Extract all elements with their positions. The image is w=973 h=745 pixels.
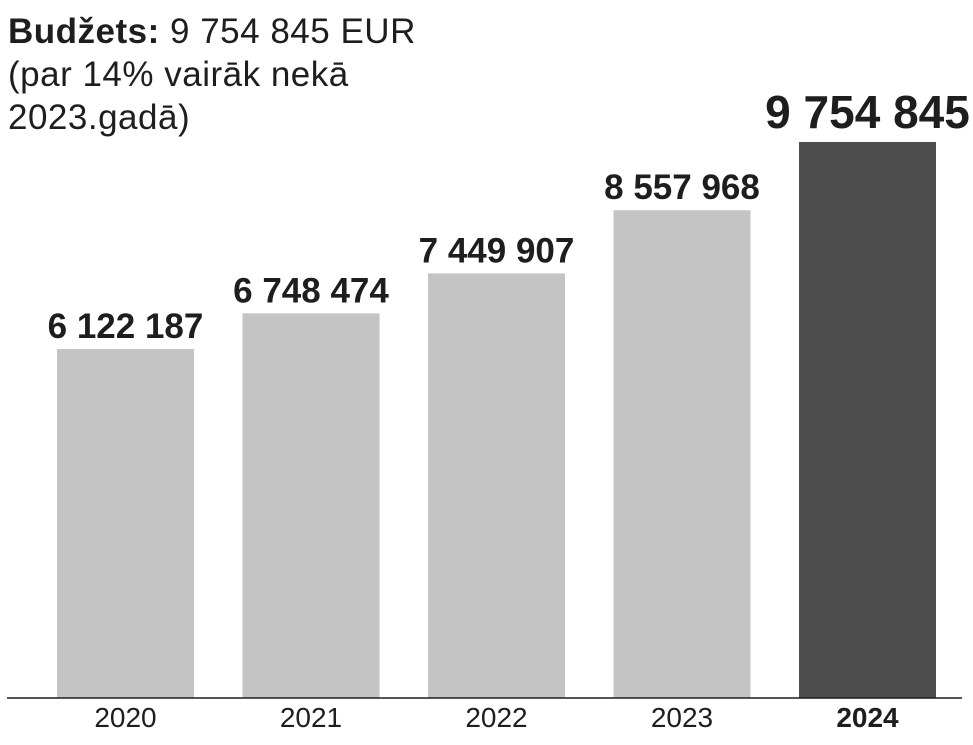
- bar-2022: [428, 273, 565, 698]
- data-label-2023: 8 557 968: [604, 168, 760, 207]
- bar-2024: [799, 142, 936, 698]
- subtitle-line-1: (par 14% vairāk nekā: [8, 55, 349, 94]
- data-label-2024: 9 754 845: [765, 86, 970, 138]
- x-tick-label-2023: 2023: [651, 702, 713, 733]
- data-label-2020: 6 122 187: [48, 307, 204, 346]
- x-tick-label-2024: 2024: [836, 702, 899, 733]
- chart-title: Budžets: 9 754 845 EUR (par 14% vairāk n…: [8, 10, 416, 139]
- subtitle-line-2: 2023.gadā): [8, 98, 191, 137]
- bar-2021: [242, 313, 380, 698]
- x-tick-label-2022: 2022: [465, 702, 527, 733]
- bar-2023: [613, 210, 751, 698]
- data-label-2022: 7 449 907: [419, 231, 575, 270]
- title-line-1: Budžets: 9 754 845 EUR: [8, 10, 416, 53]
- title-label: Budžets:: [8, 12, 160, 51]
- x-tick-label-2021: 2021: [280, 702, 342, 733]
- x-tick-label-2020: 2020: [94, 702, 156, 733]
- data-label-2021: 6 748 474: [233, 271, 389, 310]
- title-value: 9 754 845 EUR: [170, 12, 416, 51]
- bar-2020: [57, 349, 194, 698]
